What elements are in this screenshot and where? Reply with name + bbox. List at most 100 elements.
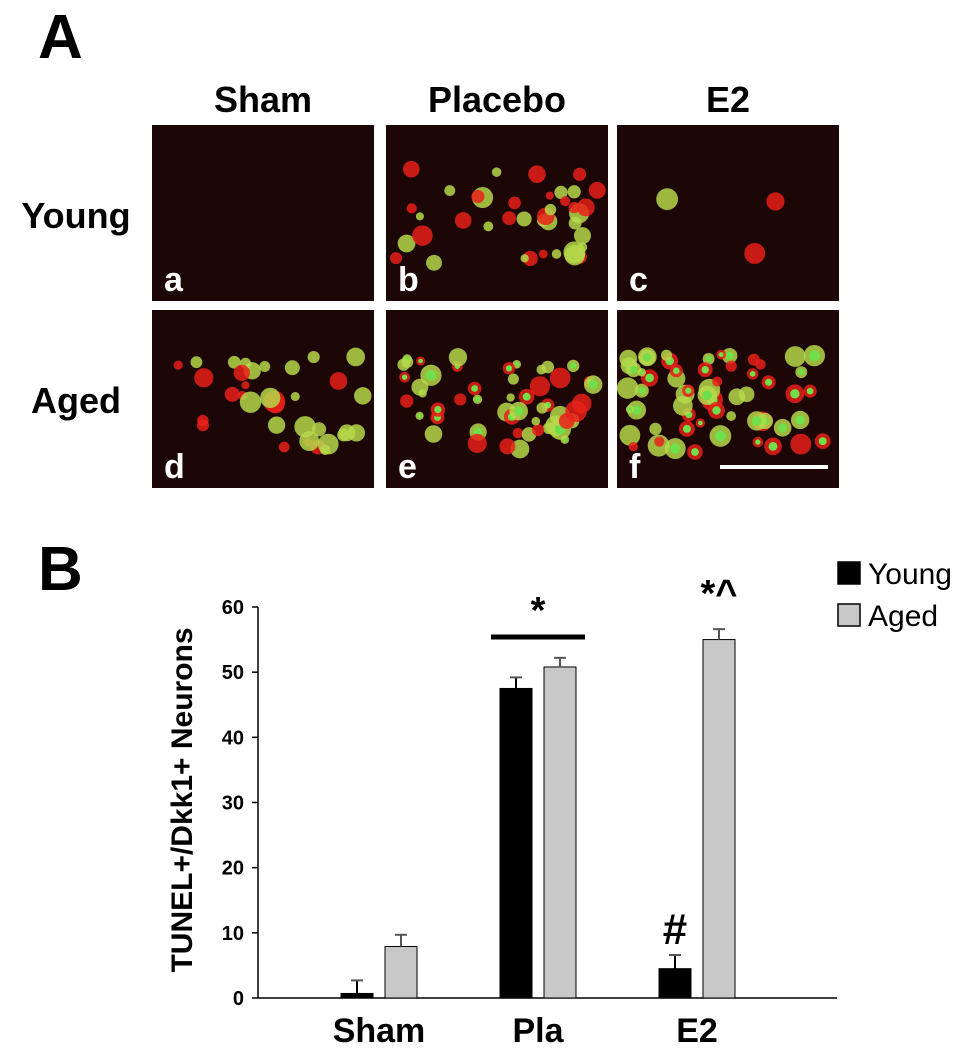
cell <box>516 211 532 227</box>
cell <box>809 350 820 361</box>
cell <box>755 439 761 445</box>
cell <box>267 416 286 434</box>
cell <box>726 411 737 421</box>
cell <box>749 371 756 377</box>
cell <box>512 427 524 439</box>
cell <box>444 185 456 197</box>
cell <box>798 369 805 376</box>
row-label: Young <box>21 195 130 236</box>
y-tick-label: 50 <box>222 662 244 684</box>
cell <box>616 377 639 399</box>
cell <box>673 367 680 374</box>
cell <box>701 365 709 374</box>
cell <box>411 378 429 396</box>
cell <box>682 424 691 433</box>
legend-label: Aged <box>868 600 938 633</box>
cell <box>560 196 571 207</box>
cell <box>337 428 350 442</box>
cell <box>471 385 479 392</box>
cell <box>551 249 562 259</box>
bar <box>702 639 736 999</box>
cell <box>656 188 679 211</box>
cell <box>629 365 638 374</box>
cell <box>505 365 513 372</box>
cell <box>755 359 766 370</box>
x-tick-label: Pla <box>512 1012 564 1050</box>
annotation: # <box>663 905 687 954</box>
cell <box>424 425 443 443</box>
image-label: c <box>629 261 648 299</box>
panel-label: B <box>38 535 83 604</box>
legend-swatch <box>837 603 861 627</box>
cell <box>531 423 545 437</box>
cell <box>712 406 721 415</box>
cell <box>698 420 703 426</box>
cell <box>354 387 372 405</box>
cell <box>563 241 586 264</box>
image-label: a <box>164 261 184 299</box>
cell <box>239 391 262 413</box>
cell <box>397 358 410 371</box>
y-tick-label: 0 <box>233 988 244 1010</box>
cell <box>197 414 209 427</box>
annotation: * <box>531 590 546 632</box>
cell <box>454 212 472 229</box>
micrograph <box>152 125 374 301</box>
cell <box>619 349 638 368</box>
bar <box>658 968 692 999</box>
cell <box>765 378 773 386</box>
y-tick-label: 20 <box>222 858 244 880</box>
cell <box>588 380 598 390</box>
cell <box>529 376 550 397</box>
cell <box>714 430 726 442</box>
cell <box>194 368 214 388</box>
cell <box>790 433 812 455</box>
cell <box>573 227 591 245</box>
annotation: *^ <box>701 573 738 615</box>
cell <box>806 387 814 395</box>
cell <box>471 189 485 204</box>
cell <box>346 347 366 367</box>
cell <box>426 254 442 271</box>
cell <box>400 394 414 408</box>
cell <box>536 364 547 375</box>
cell <box>643 353 652 362</box>
cell <box>329 372 348 390</box>
cell <box>654 436 665 447</box>
cell <box>483 221 494 232</box>
cell <box>649 422 662 436</box>
bar <box>384 946 418 999</box>
cell <box>638 387 646 395</box>
cell <box>320 444 331 455</box>
image-label: b <box>398 261 419 299</box>
cell <box>538 249 548 259</box>
cell <box>558 413 575 430</box>
cell <box>568 216 582 230</box>
cell <box>685 387 692 394</box>
cell <box>507 373 519 385</box>
bar <box>499 687 533 999</box>
cell <box>418 358 423 364</box>
cell <box>425 369 437 381</box>
cell <box>669 443 681 454</box>
cell <box>725 360 737 372</box>
cell <box>738 386 755 403</box>
cell <box>725 351 734 360</box>
cell <box>628 441 638 452</box>
cell <box>467 433 487 453</box>
cell <box>506 393 515 402</box>
cell <box>475 396 480 402</box>
cell <box>660 349 673 361</box>
cell <box>294 416 316 438</box>
column-label: E2 <box>706 79 750 120</box>
cell <box>545 191 554 200</box>
cell <box>389 252 403 265</box>
cell <box>233 364 250 381</box>
cell <box>588 181 606 199</box>
micrograph <box>386 310 608 488</box>
micrograph <box>617 125 839 301</box>
cell <box>397 234 416 253</box>
cell <box>576 198 595 217</box>
cell <box>691 448 699 456</box>
